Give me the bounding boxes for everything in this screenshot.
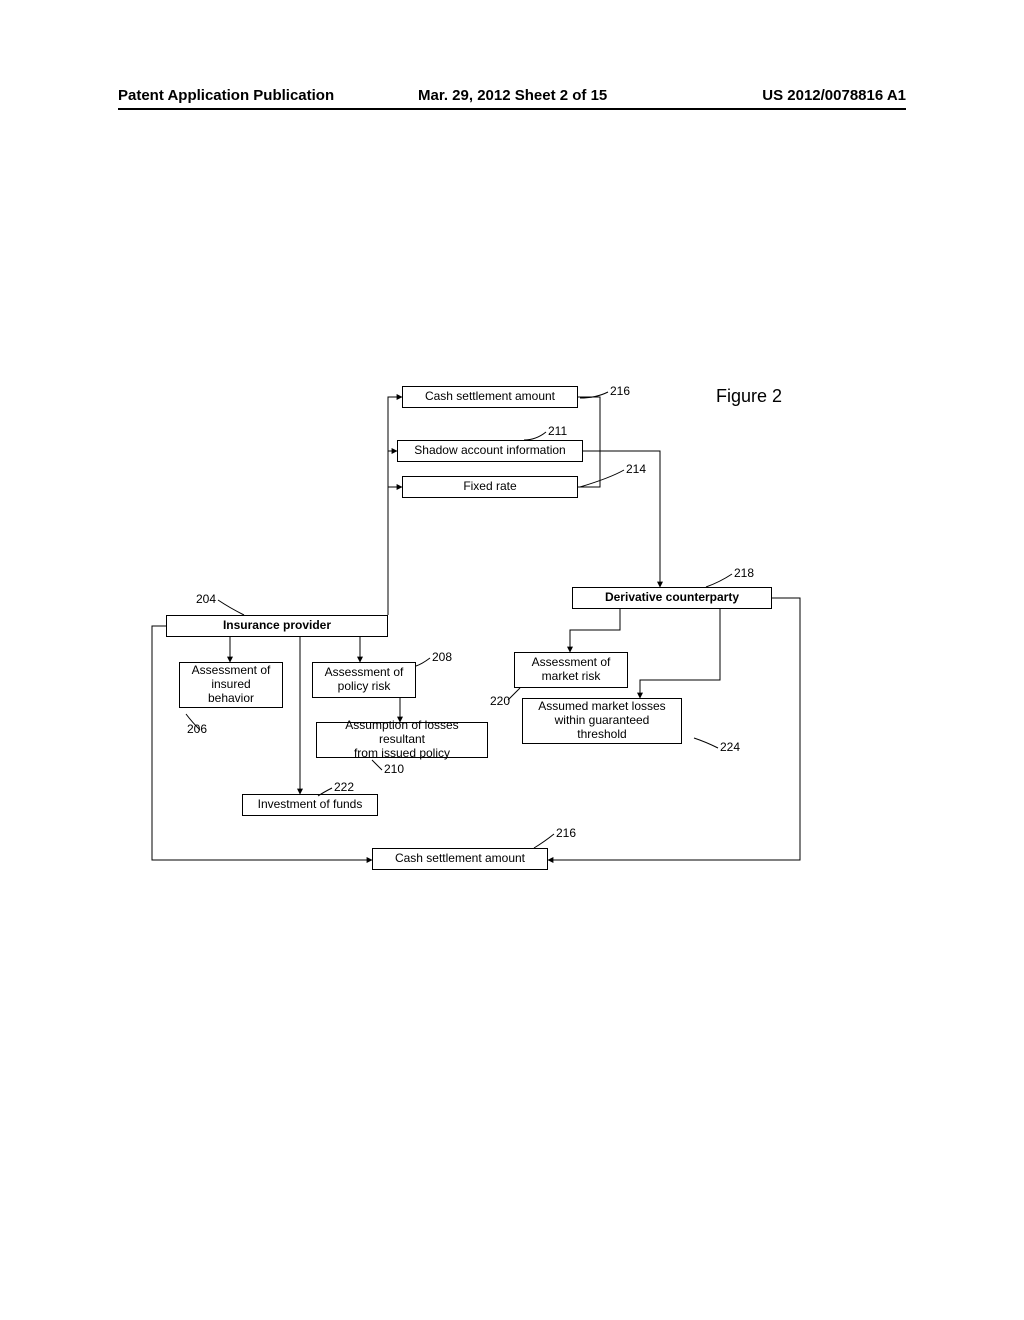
node-assessment-market-risk: Assessment of market risk — [514, 652, 628, 688]
node-assessment-policy-risk: Assessment of policy risk — [312, 662, 416, 698]
page: Patent Application Publication Mar. 29, … — [0, 0, 1024, 1320]
ref-222: 222 — [334, 780, 354, 794]
ref-204: 204 — [196, 592, 216, 606]
ref-210: 210 — [384, 762, 404, 776]
node-insurance-provider: Insurance provider — [166, 615, 388, 637]
node-assumption-losses: Assumption of losses resultant from issu… — [316, 722, 488, 758]
node-cash-settlement-top: Cash settlement amount — [402, 386, 578, 408]
node-derivative-counterparty: Derivative counterparty — [572, 587, 772, 609]
ref-214: 214 — [626, 462, 646, 476]
node-shadow-account-info: Shadow account information — [397, 440, 583, 462]
node-fixed-rate: Fixed rate — [402, 476, 578, 498]
ref-218: 218 — [734, 566, 754, 580]
ref-224: 224 — [720, 740, 740, 754]
node-assessment-insured-behavior: Assessment of insured behavior — [179, 662, 283, 708]
ref-208: 208 — [432, 650, 452, 664]
flowchart: Cash settlement amount Shadow account in… — [0, 0, 1024, 1320]
ref-220: 220 — [490, 694, 510, 708]
node-assumed-market-losses: Assumed market losses within guaranteed … — [522, 698, 682, 744]
node-cash-settlement-bottom: Cash settlement amount — [372, 848, 548, 870]
ref-216-top: 216 — [610, 384, 630, 398]
ref-211: 211 — [548, 424, 567, 438]
node-investment-of-funds: Investment of funds — [242, 794, 378, 816]
ref-216-bot: 216 — [556, 826, 576, 840]
connectors — [0, 0, 1024, 1320]
ref-206: 206 — [187, 722, 207, 736]
